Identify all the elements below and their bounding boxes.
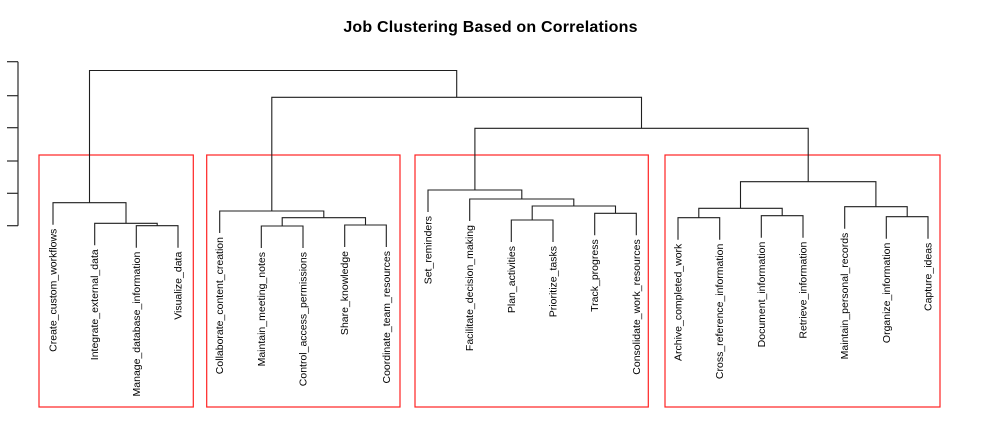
- leaf-label-control-access-permissions: Control_access_permissions: [298, 252, 310, 386]
- dendrogram-link-3: [52, 202, 127, 225]
- leaf-label-coordinate-team-resources: Coordinate_team_resources: [381, 251, 393, 384]
- dendrogram-link-4: [260, 225, 304, 248]
- dendrogram-link-2: [94, 222, 158, 246]
- dendrogram-link-19: [474, 127, 809, 190]
- leaf-label-facilitate-decision-making: Facilitate_decision_making: [464, 225, 476, 351]
- dendrogram-link-9: [594, 212, 637, 236]
- dendrogram-link-20: [271, 96, 643, 211]
- dendrogram-link-5: [344, 224, 387, 247]
- leaf-label-cross-reference-information: Cross_reference_information: [714, 244, 726, 380]
- leaf-label-collaborate-content-creation: Collaborate_content_creation: [214, 237, 226, 374]
- dendrogram-link-21: [88, 69, 458, 203]
- leaf-label-track-progress: Track_progress: [589, 239, 601, 312]
- dendrogram-link-18: [739, 181, 877, 209]
- cluster-box-2: [206, 154, 401, 408]
- dendrogram-link-14: [760, 215, 804, 238]
- dendrogram-link-1: [135, 225, 179, 248]
- cluster-box-1: [38, 154, 194, 408]
- leaf-label-organize-information: Organize_information: [881, 243, 893, 344]
- chart-title: Job Clustering Based on Correlations: [343, 19, 638, 36]
- leaf-label-share-knowledge: Share_knowledge: [339, 251, 351, 335]
- leaf-label-archive-completed-work: Archive_completed_work: [673, 243, 685, 361]
- leaf-label-visualize-data: Visualize_data: [173, 252, 185, 320]
- leaf-label-create-custom-workflows: Create_custom_workflows: [48, 229, 60, 352]
- dendrogram-link-13: [677, 217, 721, 240]
- leaf-label-manage-database-information: Manage_database_information: [131, 252, 143, 397]
- dendrogram-link-11: [469, 198, 575, 221]
- dendrogram-link-15: [698, 207, 783, 218]
- leaf-label-maintain-meeting-notes: Maintain_meeting_notes: [256, 252, 268, 366]
- cluster-box-4: [664, 154, 941, 408]
- dendrogram-link-16: [885, 216, 929, 239]
- leaf-label-plan-activities: Plan_activities: [506, 246, 518, 313]
- leaf-label-capture-ideas: Capture_ideas: [923, 243, 935, 311]
- leaf-label-retrieve-information: Retrieve_information: [798, 242, 810, 339]
- dendrogram-link-7: [219, 210, 325, 233]
- leaf-label-document-information: Document_information: [756, 242, 768, 348]
- leaf-label-set-reminders: Set_reminders: [423, 216, 435, 284]
- leaf-label-integrate-external-data: Integrate_external_data: [89, 249, 101, 360]
- leaf-label-prioritize-tasks: Prioritize_tasks: [548, 246, 560, 317]
- dendrogram-link-17: [844, 206, 908, 229]
- leaf-label-consolidate-work-resources: Consolidate_work_resources: [631, 239, 643, 374]
- dendrogram-link-12: [427, 189, 523, 212]
- leaf-label-maintain-personal-records: Maintain_personal_records: [839, 233, 851, 360]
- dendrogram-link-8: [510, 219, 554, 242]
- cluster-box-3: [414, 154, 649, 408]
